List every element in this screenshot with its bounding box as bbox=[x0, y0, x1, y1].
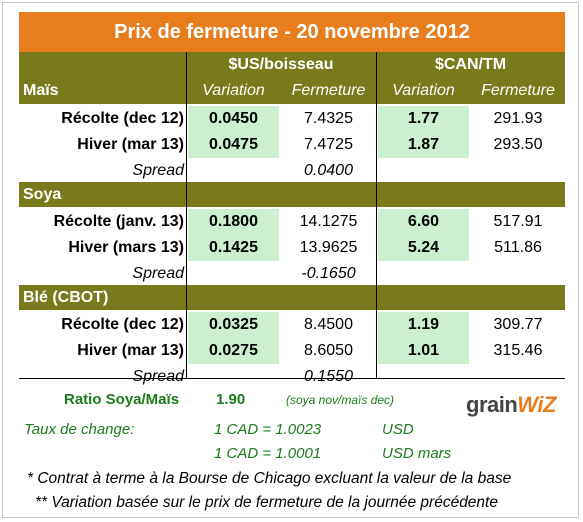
column-divider bbox=[376, 52, 377, 378]
fermeture-header: Fermeture bbox=[481, 82, 555, 99]
exchange-unit-1: USD bbox=[382, 421, 414, 438]
table-row: Récolte (janv. 13) 0.1800 14.1275 6.60 5… bbox=[19, 209, 565, 235]
table-frame bbox=[2, 2, 579, 518]
us-variation: 0.1425 bbox=[188, 235, 279, 261]
logo-wiz: WiZ bbox=[517, 392, 556, 417]
contract-label: Récolte (janv. 13) bbox=[53, 213, 184, 230]
us-fermeture: 14.1275 bbox=[299, 213, 358, 230]
section-header-row: Soya bbox=[19, 182, 565, 207]
can-variation: 5.24 bbox=[378, 235, 469, 261]
contract-label: Hiver (mars 13) bbox=[68, 239, 184, 256]
us-group-header: $US/boisseau bbox=[228, 56, 334, 73]
can-fermeture: 291.93 bbox=[493, 110, 543, 127]
fermeture-header: Fermeture bbox=[291, 82, 366, 99]
group-header-row: $US/boisseau $CAN/TM bbox=[19, 52, 565, 78]
ratio-note: (soya nov/maïs dec) bbox=[286, 393, 395, 407]
spread-value: 0.0400 bbox=[304, 162, 353, 179]
table-row: Hiver (mars 13) 0.1425 13.9625 5.24 511.… bbox=[19, 235, 565, 261]
spread-row: Spread 0.1550 bbox=[19, 364, 565, 388]
can-variation: 1.01 bbox=[378, 338, 469, 364]
column-divider bbox=[186, 52, 187, 378]
spread-row: Spread -0.1650 bbox=[19, 261, 565, 285]
can-variation: 1.87 bbox=[378, 132, 469, 158]
footnote-2: ** Variation basée sur le prix de fermet… bbox=[35, 494, 498, 511]
spread-label: Spread bbox=[132, 265, 184, 282]
page-title: Prix de fermeture - 20 novembre 2012 bbox=[19, 12, 565, 52]
us-variation: 0.0450 bbox=[188, 106, 279, 132]
section-name: Maïs bbox=[23, 82, 59, 99]
us-variation: 0.0475 bbox=[188, 132, 279, 158]
can-group-header: $CAN/TM bbox=[434, 56, 507, 73]
spread-value: 0.1550 bbox=[304, 368, 353, 385]
contract-label: Récolte (dec 12) bbox=[61, 110, 184, 127]
us-fermeture: 8.6050 bbox=[304, 342, 353, 359]
contract-label: Hiver (mar 13) bbox=[77, 342, 184, 359]
us-variation: 0.0275 bbox=[188, 338, 279, 364]
exchange-unit-2: USD mars bbox=[382, 445, 452, 462]
ratio-value: 1.90 bbox=[216, 391, 246, 408]
section-name: Blé (CBOT) bbox=[23, 289, 109, 306]
us-variation: 0.1800 bbox=[188, 209, 279, 235]
table-bottom-border bbox=[19, 378, 565, 379]
can-fermeture: 517.91 bbox=[493, 213, 543, 230]
us-fermeture: 7.4325 bbox=[304, 110, 353, 127]
contract-label: Hiver (mar 13) bbox=[77, 136, 184, 153]
section-name: Soya bbox=[23, 186, 62, 203]
spread-label: Spread bbox=[132, 162, 184, 179]
grainwiz-logo: grainWiZ bbox=[466, 392, 556, 418]
us-variation: 0.0325 bbox=[188, 312, 279, 338]
can-fermeture: 315.46 bbox=[493, 342, 543, 359]
can-variation: 6.60 bbox=[378, 209, 469, 235]
us-fermeture: 7.4725 bbox=[304, 136, 353, 153]
footnote-1: * Contrat à terme à la Bourse de Chicago… bbox=[27, 470, 512, 487]
spread-row: Spread 0.0400 bbox=[19, 158, 565, 182]
table-row: Hiver (mar 13) 0.0275 8.6050 1.01 315.46 bbox=[19, 338, 565, 364]
can-variation: 1.19 bbox=[378, 312, 469, 338]
section-header-row: Maïs Variation Fermeture Variation Ferme… bbox=[19, 78, 565, 104]
variation-header: Variation bbox=[202, 82, 265, 99]
contract-label: Récolte (dec 12) bbox=[61, 316, 184, 333]
spread-label: Spread bbox=[132, 368, 184, 385]
table-row: Hiver (mar 13) 0.0475 7.4725 1.87 293.50 bbox=[19, 132, 565, 158]
table-row: Récolte (dec 12) 0.0325 8.4500 1.19 309.… bbox=[19, 312, 565, 338]
can-variation: 1.77 bbox=[378, 106, 469, 132]
price-table: $US/boisseau $CAN/TM Maïs Variation Ferm… bbox=[19, 52, 565, 388]
can-fermeture: 309.77 bbox=[493, 316, 543, 333]
section-header-row: Blé (CBOT) bbox=[19, 285, 565, 310]
exchange-rate-1: 1 CAD = 1.0023 bbox=[214, 421, 322, 438]
exchange-rate-2: 1 CAD = 1.0001 bbox=[214, 445, 322, 462]
logo-text: grain bbox=[466, 392, 518, 417]
variation-header: Variation bbox=[392, 82, 455, 99]
us-fermeture: 13.9625 bbox=[299, 239, 358, 256]
can-fermeture: 511.86 bbox=[494, 239, 542, 256]
table-row: Récolte (dec 12) 0.0450 7.4325 1.77 291.… bbox=[19, 106, 565, 132]
exchange-label: Taux de change: bbox=[24, 421, 135, 438]
ratio-label: Ratio Soya/Maïs bbox=[64, 391, 180, 408]
us-fermeture: 8.4500 bbox=[304, 316, 353, 333]
spread-value: -0.1650 bbox=[301, 265, 356, 282]
can-fermeture: 293.50 bbox=[493, 136, 543, 153]
